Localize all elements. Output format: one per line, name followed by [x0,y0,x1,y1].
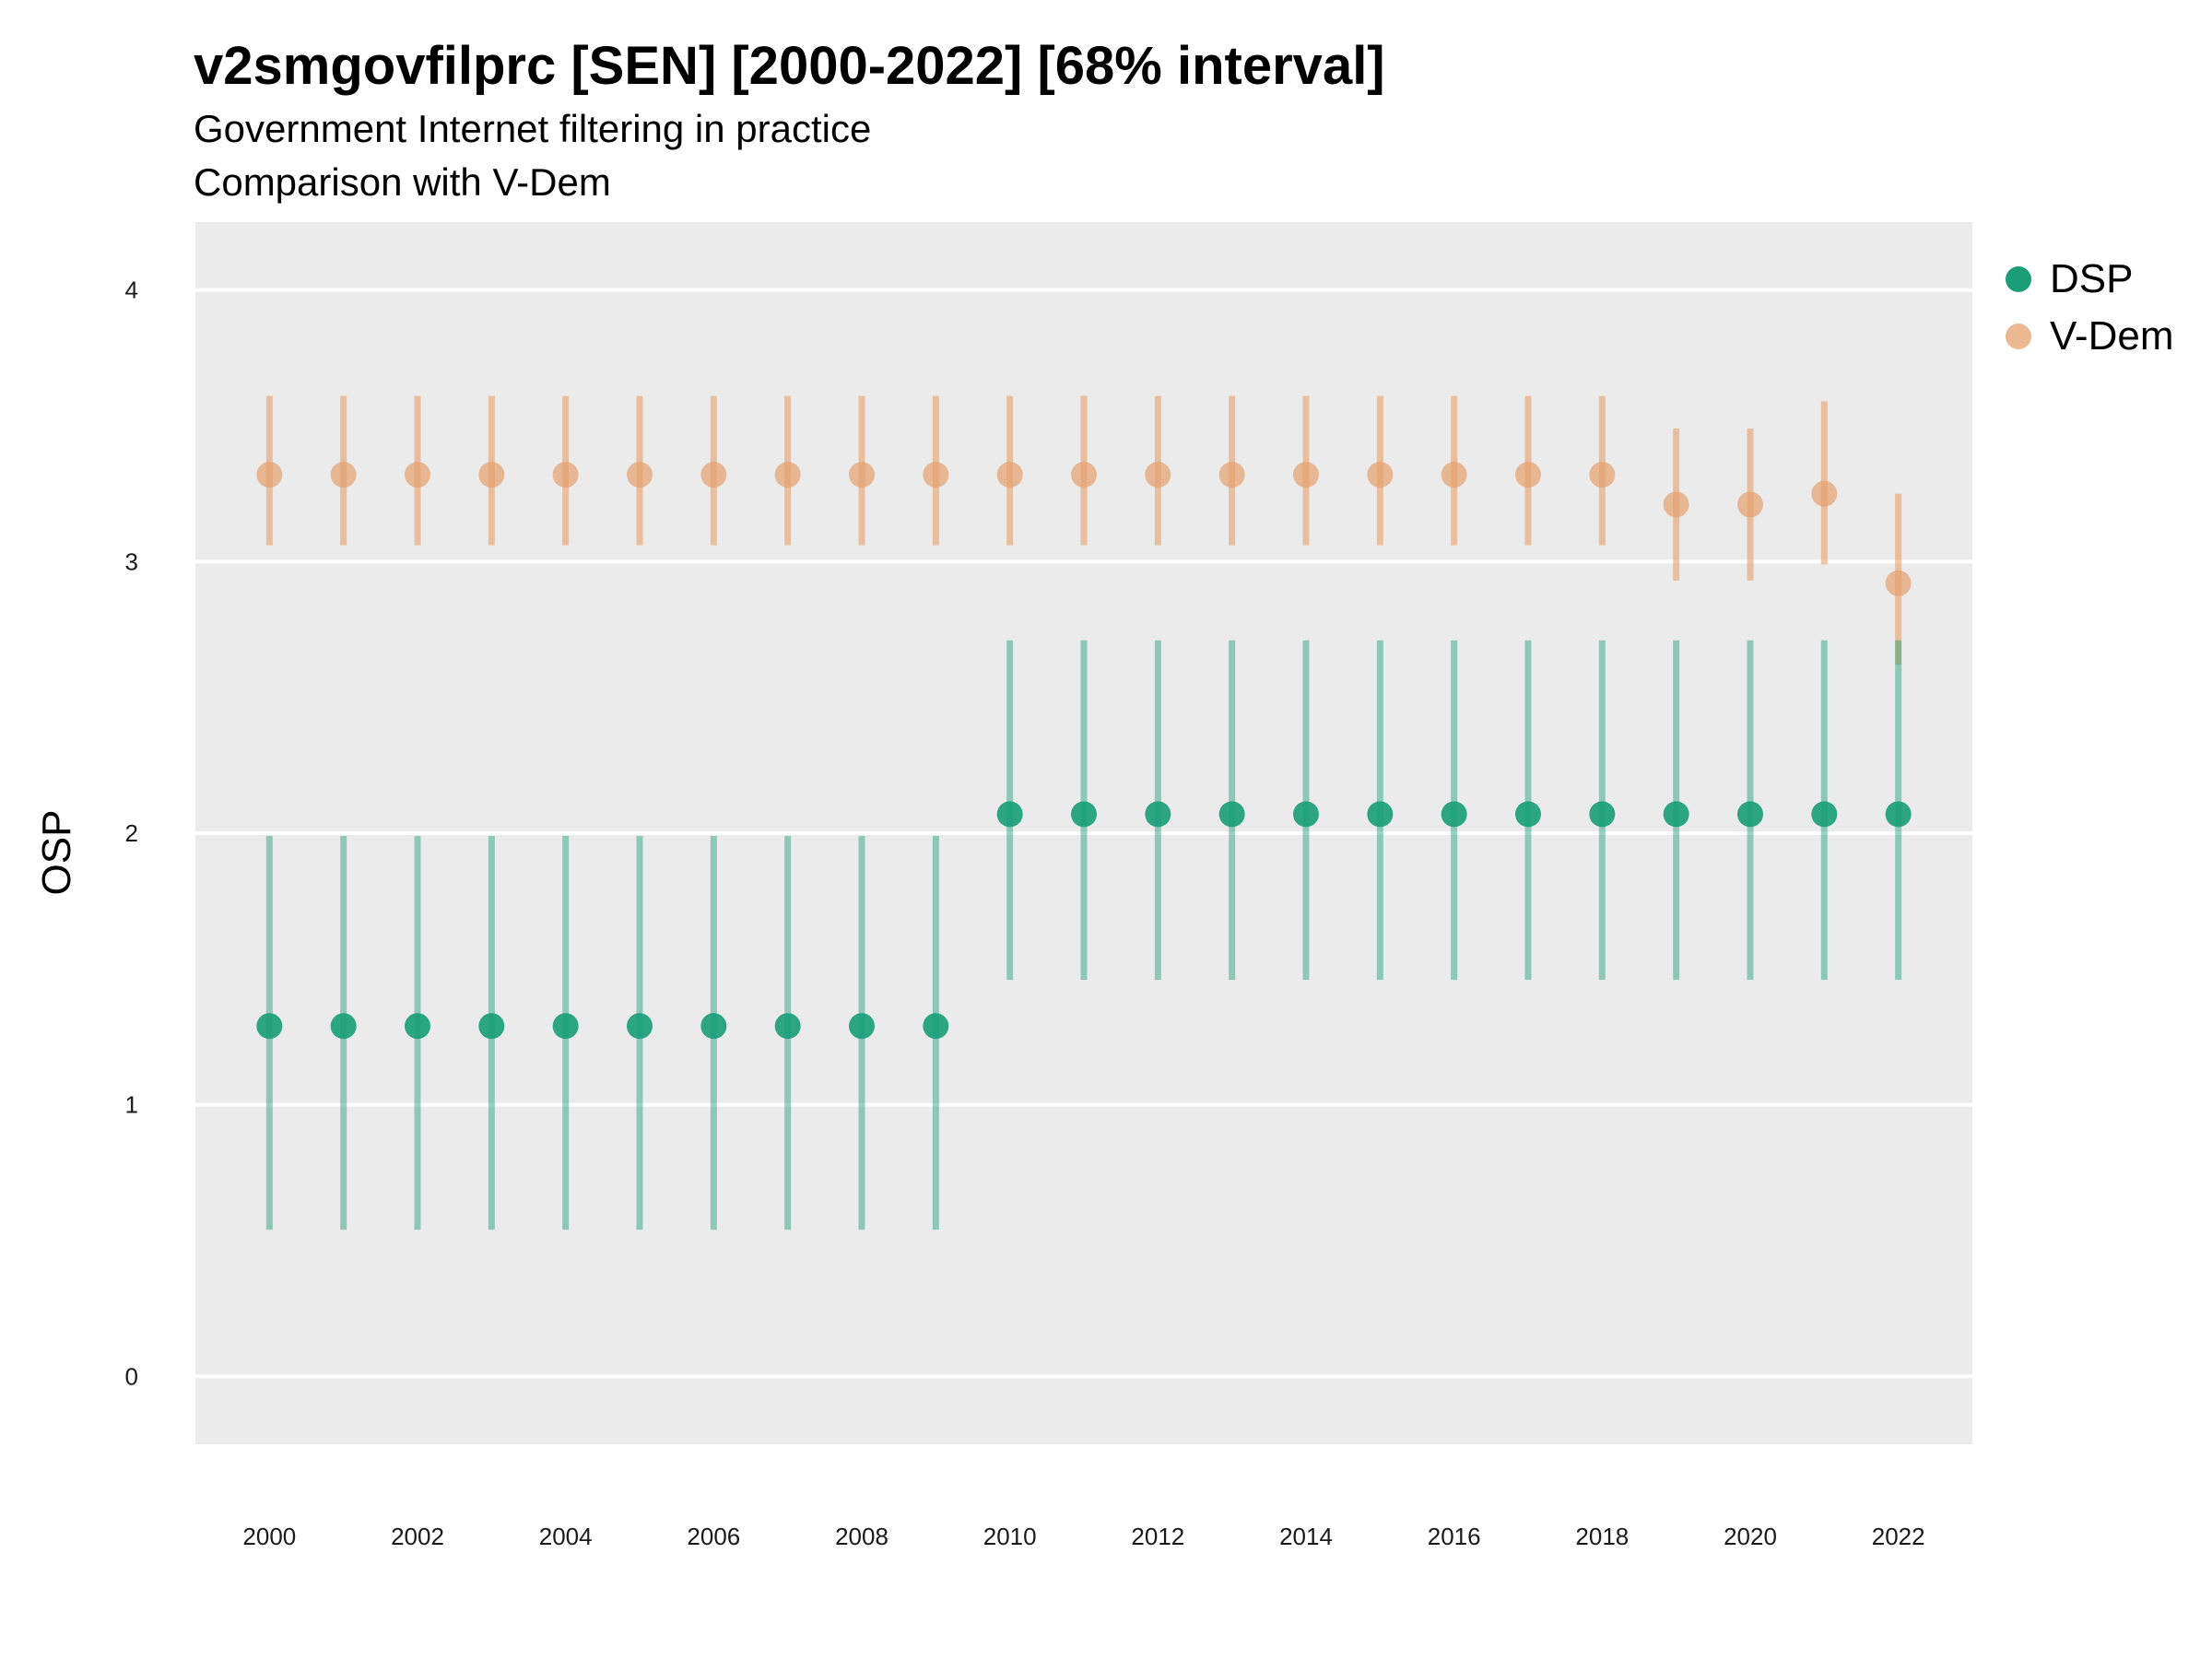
data-point-vdem [1885,570,1912,596]
data-point-vdem [256,462,283,488]
chart-subtitle-comparison: Comparison with V-Dem [194,160,611,204]
data-point-vdem [1663,491,1689,518]
x-tick-label: 2018 [1575,1523,1629,1550]
data-point-vdem [330,462,357,488]
data-point-dsp [256,1013,283,1040]
data-point-dsp [627,1013,653,1040]
data-point-vdem [1589,462,1616,488]
data-point-dsp [552,1013,579,1040]
data-point-dsp [1811,801,1838,828]
data-point-vdem [1145,462,1171,488]
legend-item-dsp: DSP [2006,251,2173,308]
legend-label-vdem: V-Dem [2050,313,2174,359]
data-point-vdem [774,462,801,488]
legend-swatch-vdem [2006,324,2031,349]
data-point-vdem [405,462,430,488]
y-tick-label: 0 [125,1362,138,1390]
data-point-dsp [1885,801,1912,828]
data-point-vdem [1811,480,1838,507]
data-point-vdem [1293,462,1319,488]
data-point-dsp [700,1013,727,1040]
data-point-vdem [1367,462,1394,488]
x-tick-label: 2020 [1724,1523,1777,1550]
x-tick-label: 2004 [539,1523,593,1550]
legend-swatch-dsp [2006,266,2031,292]
data-point-vdem [996,462,1023,488]
data-point-dsp [996,801,1023,828]
legend: DSP V-Dem [2006,251,2173,365]
x-tick-label: 2022 [1872,1523,1925,1550]
data-point-dsp [1367,801,1394,828]
legend-label-dsp: DSP [2050,256,2134,301]
data-point-dsp [478,1013,505,1040]
data-point-dsp [1515,801,1541,828]
data-point-dsp [1145,801,1171,828]
y-tick-label: 3 [125,547,138,575]
data-point-dsp [1293,801,1319,828]
data-point-vdem [627,462,653,488]
legend-item-vdem: V-Dem [2006,308,2173,365]
x-tick-label: 2008 [835,1523,888,1550]
data-point-dsp [1663,801,1689,828]
y-tick-label: 1 [125,1091,138,1119]
x-tick-label: 2014 [1279,1523,1333,1550]
data-point-dsp [1441,801,1467,828]
x-tick-label: 2000 [242,1523,296,1550]
data-point-dsp [330,1013,357,1040]
x-tick-label: 2002 [391,1523,444,1550]
x-tick-label: 2016 [1428,1523,1481,1550]
chart-subtitle: Government Internet filtering in practic… [194,107,872,150]
data-point-vdem [1737,491,1763,518]
data-point-vdem [1515,462,1541,488]
data-point-dsp [1737,801,1763,828]
data-point-vdem [1441,462,1467,488]
data-point-dsp [405,1013,430,1040]
x-tick-label: 2010 [983,1523,1037,1550]
data-point-vdem [478,462,505,488]
data-point-vdem [923,462,949,488]
x-tick-label: 2012 [1131,1523,1184,1550]
x-tick-label: 2006 [687,1523,740,1550]
data-point-dsp [923,1013,949,1040]
data-point-dsp [774,1013,801,1040]
data-point-vdem [1071,462,1097,488]
data-point-vdem [552,462,579,488]
data-point-dsp [1589,801,1616,828]
y-tick-label: 2 [125,819,138,847]
chart-title: v2smgovfilprc [SEN] [2000-2022] [68% int… [194,36,1385,96]
data-point-vdem [700,462,727,488]
data-point-vdem [849,462,875,488]
data-point-dsp [1071,801,1097,828]
y-tick-label: 4 [125,276,138,304]
data-point-vdem [1218,462,1245,488]
data-point-dsp [1218,801,1245,828]
data-point-dsp [849,1013,875,1040]
